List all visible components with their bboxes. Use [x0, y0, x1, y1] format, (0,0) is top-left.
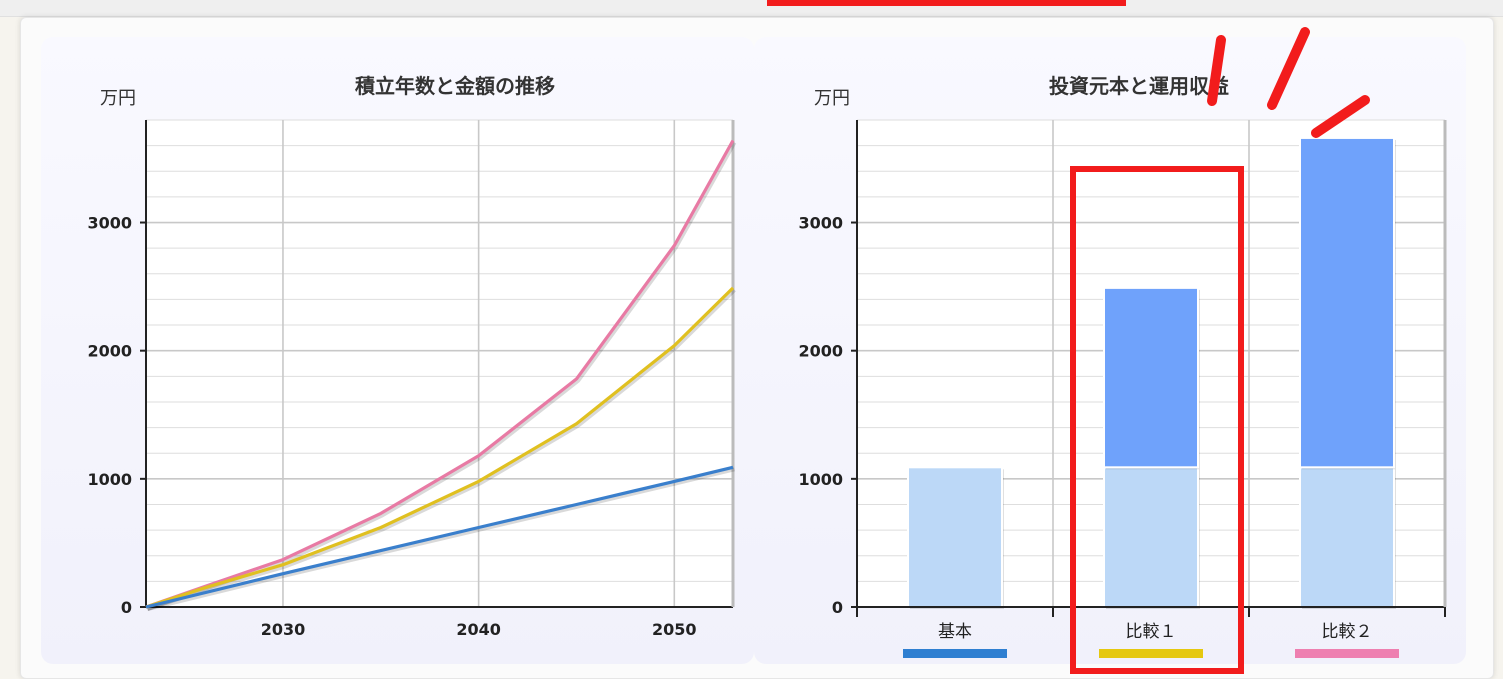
bar-segment-return [1299, 136, 1395, 469]
line-chart-title: 積立年数と金額の推移 [355, 74, 555, 98]
bar-chart-title: 投資元本と運用収益 [1049, 74, 1229, 98]
red-stroke-2 [1267, 27, 1310, 110]
line-series [145, 286, 735, 609]
bar-chart-y-tick-label: 2000 [798, 342, 843, 361]
line-chart-axes [145, 120, 735, 608]
line-chart-plot-area [146, 120, 733, 607]
line-chart-y-tick-label: 3000 [87, 214, 132, 233]
line-chart-y-tick-label: 2000 [87, 342, 132, 361]
line-chart: 積立年数と金額の推移 万円 0 1000 2000 3000 2030 2040 2050 [87, 74, 737, 639]
bar-chart-category-label: 基本 [938, 622, 972, 642]
red-annotations [1070, 27, 1370, 674]
category-color-marker [1099, 649, 1203, 658]
line-chart-y-tick-label: 0 [121, 598, 132, 617]
line-series [145, 139, 735, 609]
bar-chart-category-label: 比較２ [1322, 622, 1373, 642]
bar-segment-return [1103, 286, 1199, 469]
bar-chart-y-tick-label: 3000 [798, 214, 843, 233]
category-color-marker [1295, 649, 1399, 658]
bar-segment-principal [907, 466, 1003, 608]
bar-chart-y-tick-label: 0 [832, 598, 843, 617]
top-toolbar-strip [0, 0, 1503, 17]
bar-segment-principal [1299, 466, 1395, 608]
category-color-marker [903, 649, 1007, 658]
red-highlight-bar [767, 0, 1126, 6]
red-stroke-1 [1207, 35, 1226, 106]
line-chart-y-unit: 万円 [100, 88, 136, 109]
bar-chart-y-tick-label: 1000 [798, 470, 843, 489]
line-chart-tick-labels: 0 1000 2000 3000 2030 2040 2050 [87, 214, 696, 639]
line-series [145, 465, 734, 609]
bar-chart-bars [907, 136, 1396, 609]
bar-chart: 投資元本と運用収益 万円 0 1000 2000 3000 基本 比較１ 比較２ [798, 74, 1447, 658]
bar-chart-category-label: 比較１ [1126, 622, 1177, 642]
bar-chart-category-labels: 基本 比較１ 比較２ [938, 622, 1373, 642]
line-chart-x-tick-label: 2030 [261, 620, 306, 639]
line-series-shadow [146, 288, 736, 611]
line-chart-x-tick-label: 2040 [456, 620, 501, 639]
bar-chart-tick-labels: 0 1000 2000 3000 [798, 214, 857, 617]
red-stroke-3 [1311, 95, 1370, 138]
line-chart-grid [146, 119, 733, 608]
bar-chart-legend-markers [903, 649, 1399, 658]
highlight-box-compare1 [1070, 166, 1244, 674]
bar-chart-axes [856, 120, 1447, 617]
line-chart-series [145, 139, 737, 611]
line-series-shadow [147, 467, 735, 611]
line-chart-x-tick-label: 2050 [652, 620, 697, 639]
line-chart-y-tick-label: 1000 [87, 470, 132, 489]
bar-segment-principal [1103, 466, 1199, 608]
bar-chart-y-unit: 万円 [814, 88, 850, 109]
